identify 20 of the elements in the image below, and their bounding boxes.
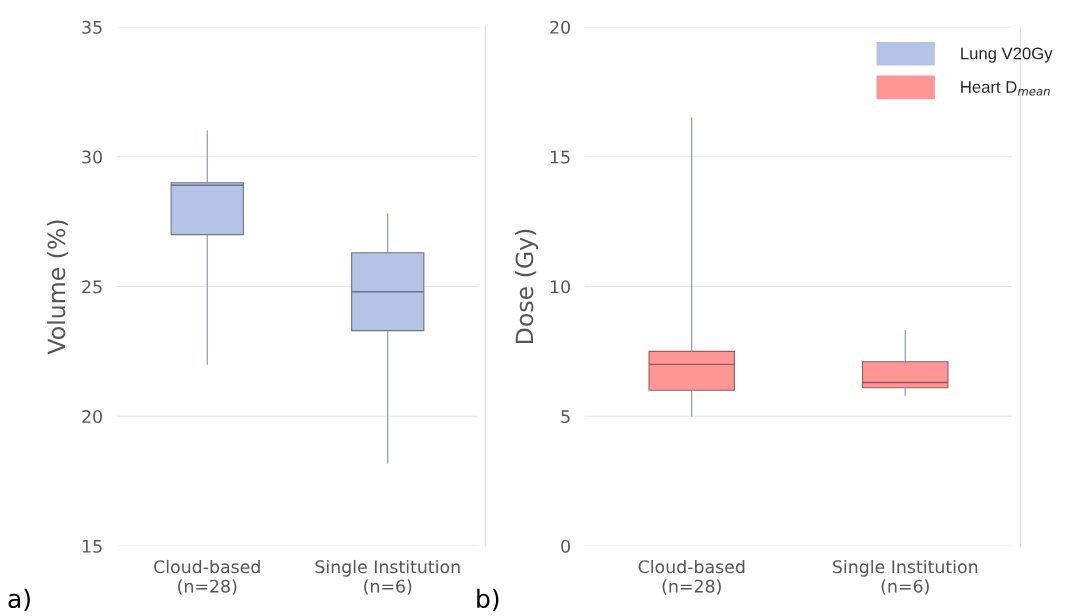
legend-label: Lung V20Gy <box>961 47 1053 63</box>
text: b) <box>477 588 499 612</box>
y-tick-label: 0 <box>561 539 570 553</box>
x-tick-label: Single Institution (n=6) <box>315 559 460 595</box>
x-tick-label: Single Institution (n=6) <box>833 559 978 595</box>
y-tick-label: 30 <box>82 150 102 164</box>
y-tick-label: 25 <box>82 280 102 294</box>
y-tick-label: 20 <box>82 409 102 424</box>
x-tick-label: Cloud-based (n=28) <box>154 559 260 595</box>
y-tick-label: 15 <box>550 150 570 164</box>
y-axis-title: Dose (Gy) <box>515 229 538 344</box>
y-axis-title: Volume (%) <box>47 220 69 355</box>
y-tick-label: 20 <box>550 20 570 34</box>
y-tick-label: 5 <box>561 410 570 424</box>
y-tick-label: 10 <box>550 280 570 294</box>
y-tick-label: 15 <box>82 539 102 553</box>
x-tick-label: Cloud-based (n=28) <box>638 559 745 595</box>
text: a) <box>8 588 30 612</box>
y-tick-label: 35 <box>82 20 102 34</box>
legend-label: Heart D$_{mean}$ <box>961 81 1050 96</box>
